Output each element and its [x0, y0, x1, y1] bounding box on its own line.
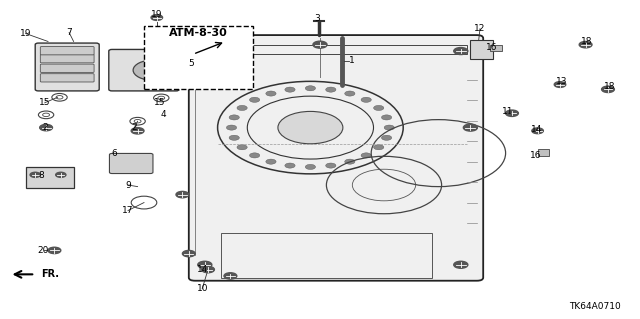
Circle shape [151, 15, 163, 20]
Text: ATM-8-30: ATM-8-30 [169, 28, 228, 39]
Circle shape [305, 164, 316, 169]
Circle shape [266, 159, 276, 164]
Circle shape [170, 57, 182, 64]
Circle shape [176, 191, 189, 198]
Bar [470, 40, 493, 59]
Circle shape [326, 163, 336, 168]
FancyBboxPatch shape [109, 153, 153, 174]
Circle shape [266, 91, 276, 96]
Text: 12: 12 [474, 24, 486, 33]
Circle shape [345, 91, 355, 96]
Text: 3: 3 [314, 14, 319, 23]
Bar [538, 149, 549, 156]
Circle shape [463, 124, 477, 131]
Text: 2: 2 [132, 123, 137, 132]
Text: 18: 18 [604, 82, 615, 91]
Circle shape [202, 266, 214, 273]
FancyBboxPatch shape [40, 64, 94, 72]
Circle shape [454, 261, 468, 268]
Circle shape [381, 135, 392, 140]
Circle shape [602, 86, 614, 93]
Circle shape [189, 57, 202, 64]
Text: 17: 17 [122, 206, 134, 215]
Text: 11: 11 [502, 107, 513, 116]
Text: 16: 16 [530, 151, 541, 160]
Circle shape [506, 110, 518, 116]
FancyBboxPatch shape [109, 49, 179, 91]
Text: 19: 19 [20, 29, 31, 38]
Circle shape [198, 261, 212, 268]
Text: 2: 2 [42, 123, 47, 132]
Circle shape [229, 115, 239, 120]
Circle shape [48, 247, 61, 254]
Text: 5: 5 [188, 59, 193, 68]
Circle shape [182, 250, 195, 257]
FancyBboxPatch shape [40, 55, 94, 63]
Text: 4: 4 [161, 110, 166, 119]
Circle shape [454, 48, 468, 55]
Circle shape [313, 41, 327, 48]
Circle shape [345, 159, 355, 164]
Circle shape [131, 128, 144, 134]
Text: 20: 20 [38, 246, 49, 255]
Text: 18: 18 [581, 37, 593, 46]
Text: 8: 8 [39, 171, 44, 180]
FancyBboxPatch shape [40, 74, 94, 82]
Circle shape [361, 153, 371, 158]
Text: 14: 14 [196, 265, 208, 274]
Circle shape [237, 145, 247, 150]
Circle shape [30, 172, 40, 177]
Circle shape [554, 82, 566, 87]
Text: 6: 6 [111, 149, 116, 158]
FancyBboxPatch shape [35, 43, 99, 91]
Circle shape [384, 125, 394, 130]
FancyBboxPatch shape [144, 26, 253, 89]
Text: TK64A0710: TK64A0710 [569, 302, 621, 311]
Circle shape [278, 111, 343, 144]
Circle shape [227, 125, 237, 130]
Circle shape [326, 87, 336, 92]
Text: 10: 10 [196, 284, 208, 293]
Circle shape [250, 153, 260, 158]
Circle shape [361, 97, 371, 102]
Text: 7: 7 [67, 28, 72, 37]
Text: 19: 19 [151, 10, 163, 19]
Circle shape [250, 97, 260, 102]
FancyBboxPatch shape [189, 35, 483, 281]
Text: FR.: FR. [42, 269, 60, 279]
Circle shape [532, 128, 543, 134]
Circle shape [40, 124, 52, 131]
Circle shape [150, 57, 163, 64]
Circle shape [381, 115, 392, 120]
Text: 14: 14 [531, 125, 542, 134]
Circle shape [229, 135, 239, 140]
Circle shape [374, 145, 384, 150]
Text: 9: 9 [125, 181, 131, 189]
Text: 15: 15 [154, 98, 166, 107]
Bar [211, 45, 467, 54]
Circle shape [133, 60, 174, 80]
Bar [221, 233, 432, 278]
Text: 16: 16 [486, 43, 497, 52]
Text: 13: 13 [556, 77, 567, 86]
Bar [490, 45, 502, 51]
Circle shape [374, 105, 384, 110]
Circle shape [198, 48, 212, 55]
FancyBboxPatch shape [40, 47, 94, 55]
Circle shape [579, 41, 592, 48]
Text: 1: 1 [349, 56, 355, 65]
Bar [26, 167, 74, 188]
Circle shape [285, 87, 295, 92]
Circle shape [305, 86, 316, 91]
Circle shape [285, 163, 295, 168]
Circle shape [224, 273, 237, 279]
Circle shape [56, 172, 66, 177]
Text: 15: 15 [39, 98, 51, 107]
Circle shape [237, 105, 247, 110]
